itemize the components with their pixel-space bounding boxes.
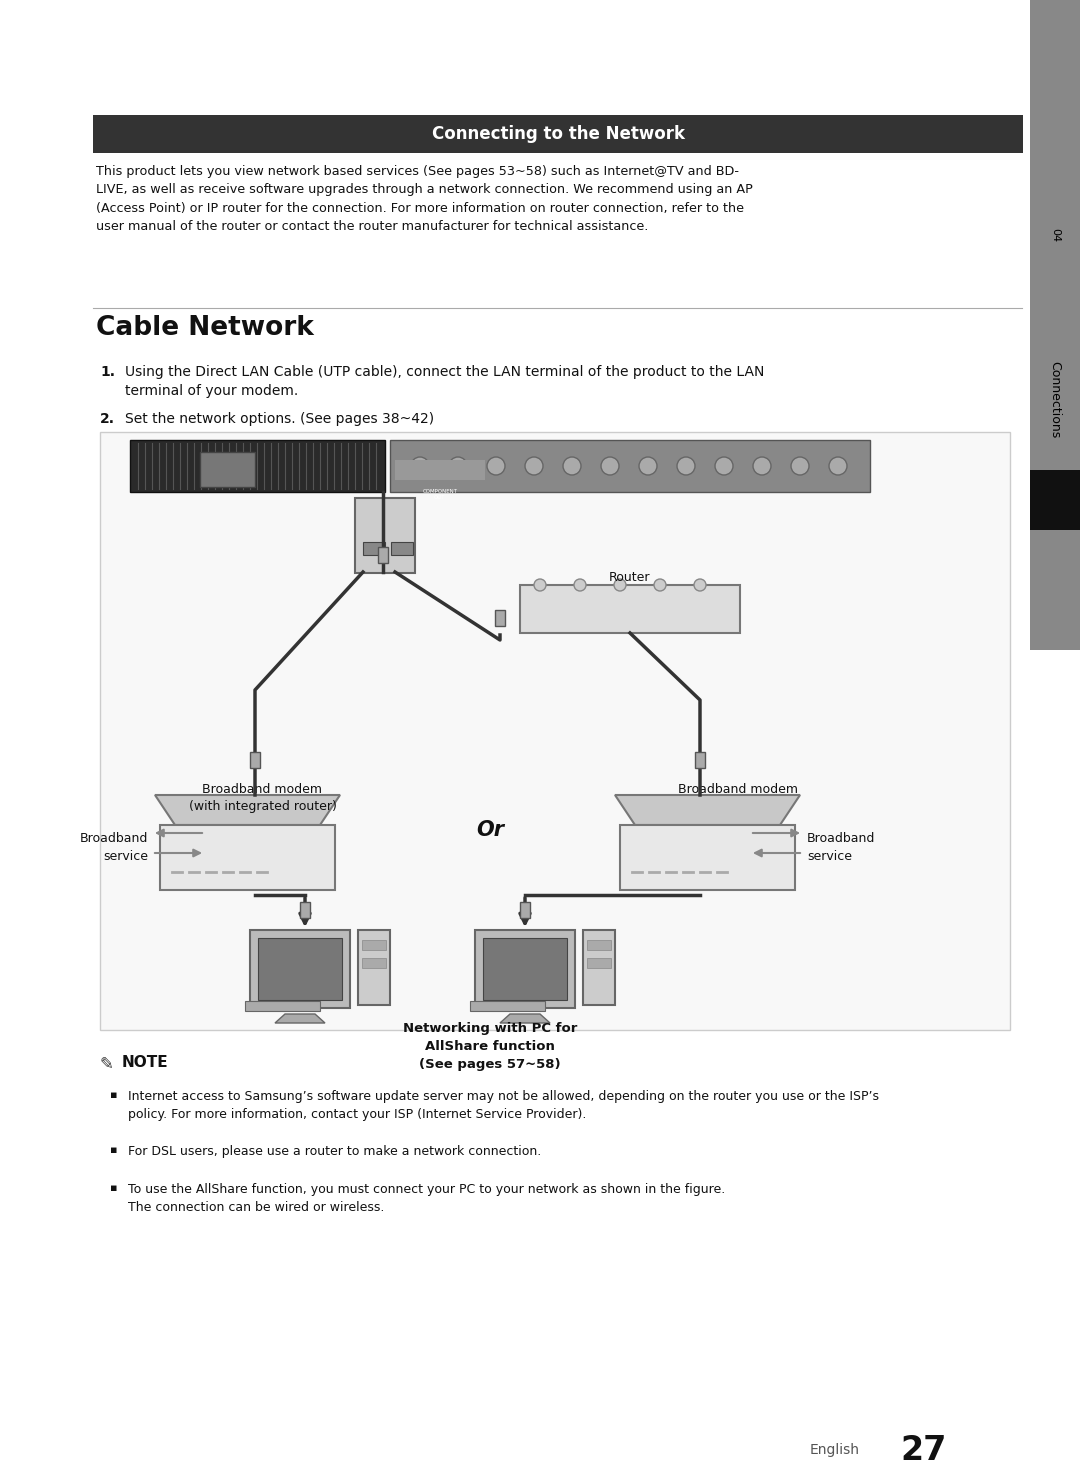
Polygon shape xyxy=(275,1015,325,1024)
Text: Broadband
service: Broadband service xyxy=(807,832,876,863)
Circle shape xyxy=(563,456,581,476)
FancyBboxPatch shape xyxy=(1030,199,1080,470)
FancyBboxPatch shape xyxy=(483,938,567,1000)
Circle shape xyxy=(525,456,543,476)
FancyBboxPatch shape xyxy=(363,542,384,555)
Circle shape xyxy=(791,456,809,476)
FancyBboxPatch shape xyxy=(583,931,615,1004)
FancyBboxPatch shape xyxy=(378,546,388,563)
FancyBboxPatch shape xyxy=(245,1001,320,1010)
FancyBboxPatch shape xyxy=(200,452,255,487)
Text: ▪: ▪ xyxy=(110,1090,118,1100)
Circle shape xyxy=(753,456,771,476)
FancyBboxPatch shape xyxy=(93,115,1023,154)
Polygon shape xyxy=(500,1015,550,1024)
Circle shape xyxy=(654,579,666,591)
Circle shape xyxy=(694,579,706,591)
FancyBboxPatch shape xyxy=(519,585,740,634)
FancyBboxPatch shape xyxy=(620,826,795,891)
Text: ▪: ▪ xyxy=(110,1183,118,1193)
Text: 27: 27 xyxy=(900,1434,946,1467)
FancyBboxPatch shape xyxy=(249,752,260,768)
FancyBboxPatch shape xyxy=(249,931,350,1007)
FancyBboxPatch shape xyxy=(395,459,485,480)
FancyBboxPatch shape xyxy=(355,498,415,573)
Circle shape xyxy=(487,456,505,476)
Text: Cable Network: Cable Network xyxy=(96,315,314,341)
Text: Or: Or xyxy=(476,820,504,840)
Text: 1.: 1. xyxy=(100,365,114,380)
Text: English: English xyxy=(810,1443,860,1456)
FancyBboxPatch shape xyxy=(588,959,611,967)
FancyBboxPatch shape xyxy=(160,826,335,891)
Polygon shape xyxy=(615,795,800,826)
Circle shape xyxy=(600,456,619,476)
FancyBboxPatch shape xyxy=(300,902,310,919)
FancyBboxPatch shape xyxy=(696,752,705,768)
Text: Router: Router xyxy=(609,572,651,583)
Circle shape xyxy=(615,579,626,591)
FancyBboxPatch shape xyxy=(475,931,575,1007)
FancyBboxPatch shape xyxy=(470,1001,545,1010)
FancyBboxPatch shape xyxy=(390,440,870,492)
Text: 04: 04 xyxy=(1050,227,1059,242)
Text: Set the network options. (See pages 38~42): Set the network options. (See pages 38~4… xyxy=(125,412,434,425)
Text: Using the Direct LAN Cable (UTP cable), connect the LAN terminal of the product : Using the Direct LAN Cable (UTP cable), … xyxy=(125,365,765,399)
Text: ▪: ▪ xyxy=(110,1145,118,1155)
Text: ✎: ✎ xyxy=(100,1055,113,1072)
Circle shape xyxy=(411,456,429,476)
Circle shape xyxy=(677,456,696,476)
FancyBboxPatch shape xyxy=(357,931,390,1004)
Text: Broadband modem
(with integrated router): Broadband modem (with integrated router) xyxy=(189,783,337,812)
Text: Broadband
service: Broadband service xyxy=(80,832,148,863)
FancyBboxPatch shape xyxy=(495,610,505,626)
FancyBboxPatch shape xyxy=(258,938,342,1000)
Text: To use the AllShare function, you must connect your PC to your network as shown : To use the AllShare function, you must c… xyxy=(129,1183,726,1214)
FancyBboxPatch shape xyxy=(362,959,386,967)
Text: Broadband modem: Broadband modem xyxy=(677,783,797,796)
FancyBboxPatch shape xyxy=(362,939,386,950)
FancyBboxPatch shape xyxy=(588,939,611,950)
Text: Connecting to the Network: Connecting to the Network xyxy=(432,126,685,143)
Circle shape xyxy=(715,456,733,476)
FancyBboxPatch shape xyxy=(1030,650,1080,1477)
FancyBboxPatch shape xyxy=(130,440,384,492)
Text: This product lets you view network based services (See pages 53~58) such as Inte: This product lets you view network based… xyxy=(96,165,753,233)
Circle shape xyxy=(639,456,657,476)
FancyBboxPatch shape xyxy=(519,902,530,919)
Text: For DSL users, please use a router to make a network connection.: For DSL users, please use a router to ma… xyxy=(129,1145,541,1158)
Circle shape xyxy=(449,456,467,476)
Text: Connections: Connections xyxy=(1049,362,1062,439)
FancyBboxPatch shape xyxy=(100,431,1010,1029)
Polygon shape xyxy=(156,795,340,826)
Circle shape xyxy=(829,456,847,476)
Text: COMPONENT
OUT: COMPONENT OUT xyxy=(422,489,458,499)
FancyBboxPatch shape xyxy=(1030,470,1080,530)
Text: NOTE: NOTE xyxy=(122,1055,168,1069)
Text: Networking with PC for
AllShare function
(See pages 57~58): Networking with PC for AllShare function… xyxy=(403,1022,577,1071)
Circle shape xyxy=(534,579,546,591)
FancyBboxPatch shape xyxy=(1030,0,1080,1477)
Text: 2.: 2. xyxy=(100,412,114,425)
FancyBboxPatch shape xyxy=(391,542,413,555)
Text: Internet access to Samsung’s software update server may not be allowed, dependin: Internet access to Samsung’s software up… xyxy=(129,1090,879,1121)
Circle shape xyxy=(573,579,586,591)
FancyBboxPatch shape xyxy=(1030,530,1080,650)
